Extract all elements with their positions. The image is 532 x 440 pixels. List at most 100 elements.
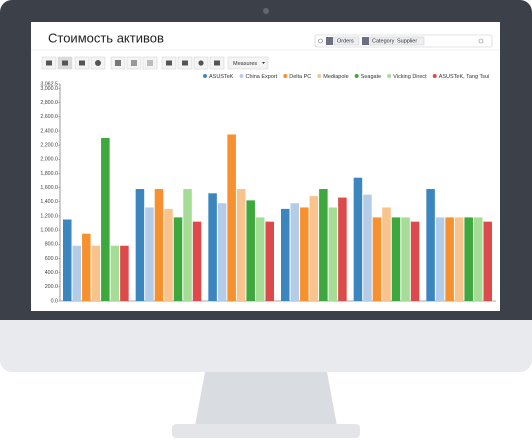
camera xyxy=(263,8,269,14)
bar xyxy=(145,207,154,301)
y-tick-label: 200.0 xyxy=(45,284,58,290)
bar xyxy=(255,217,265,301)
icon xyxy=(62,60,68,66)
bar xyxy=(265,221,274,301)
bar xyxy=(454,217,464,301)
search-icon xyxy=(318,38,323,44)
bar xyxy=(246,200,255,301)
monitor-base xyxy=(172,424,360,438)
y-tick-label: 2,600.0 xyxy=(40,114,58,120)
y-tick-label: 1,600.0 xyxy=(40,185,58,191)
monitor-stand xyxy=(195,372,337,426)
y-tick-label: 3,062.5 xyxy=(40,81,58,87)
bar xyxy=(63,219,72,301)
bar xyxy=(164,208,173,301)
bar xyxy=(120,245,129,301)
bar xyxy=(363,194,372,301)
y-tick-label: 1,000.0 xyxy=(40,228,58,234)
btn-measures[interactable] xyxy=(227,56,269,70)
bar xyxy=(319,189,328,301)
icon xyxy=(46,60,52,66)
icon xyxy=(131,60,137,66)
bar xyxy=(445,217,454,301)
facet-groupby[interactable] xyxy=(369,36,425,46)
icon xyxy=(182,60,188,66)
icon xyxy=(79,60,85,66)
legend-label: ASUSTeK xyxy=(209,74,234,80)
bar xyxy=(101,138,110,301)
bar xyxy=(227,134,236,301)
bar xyxy=(236,189,246,301)
y-tick-label: 1,400.0 xyxy=(40,199,58,205)
bar xyxy=(208,193,217,301)
y-tick-label: 800.0 xyxy=(45,242,58,248)
bar xyxy=(382,207,391,301)
bar xyxy=(281,208,290,301)
facet-text: Orders xyxy=(337,39,354,45)
legend-label: Vicking Direct xyxy=(393,74,427,80)
toolbar-icons xyxy=(46,60,220,66)
legend-marker xyxy=(432,74,437,78)
facet-text: Supplier xyxy=(397,39,417,45)
page-title: Стоимость активов xyxy=(48,30,164,45)
y-tick-label: 2,000.0 xyxy=(40,157,58,163)
clear-icon[interactable] xyxy=(478,38,484,44)
bar xyxy=(401,217,410,301)
y-tick-label: 1,800.0 xyxy=(40,171,58,177)
bar xyxy=(353,177,363,301)
legend-marker xyxy=(387,74,392,78)
facet-text: Category xyxy=(372,39,395,45)
bar xyxy=(338,197,347,301)
icon xyxy=(214,60,220,66)
legend-marker xyxy=(239,74,244,78)
caret xyxy=(262,62,265,64)
bar xyxy=(300,207,309,301)
bar xyxy=(410,221,420,301)
y-tick-label: 2,200.0 xyxy=(40,143,58,149)
legend-label: Seagate xyxy=(361,74,382,80)
bar xyxy=(154,189,164,301)
bar xyxy=(72,245,82,301)
bar xyxy=(110,245,120,301)
y-tick-label: 1,200.0 xyxy=(40,213,58,219)
icon xyxy=(147,60,153,66)
bar xyxy=(426,189,435,301)
legend-marker xyxy=(203,74,207,78)
bar xyxy=(173,217,183,301)
legend-label: China Export xyxy=(245,74,277,80)
icon xyxy=(115,60,121,66)
y-tick-label: 600.0 xyxy=(45,256,58,262)
chart: 0.0 200.0 400.0 600.0 800.0 1,000.0 1,200.0 1,4… xyxy=(40,74,496,304)
bar xyxy=(183,189,192,301)
bar xyxy=(135,189,145,301)
icon xyxy=(198,60,204,66)
bar xyxy=(435,217,445,301)
bar xyxy=(290,203,300,301)
toolbar xyxy=(41,56,269,70)
filter-icon xyxy=(326,37,333,45)
legend-label: ASUSTeK, Tang Tsui xyxy=(439,74,490,80)
y-tick-label: 2,400.0 xyxy=(40,128,58,134)
legend-marker xyxy=(317,74,322,78)
bar xyxy=(391,217,401,301)
y-tick-label: 2,800.0 xyxy=(40,100,58,106)
bar xyxy=(192,221,202,301)
bar xyxy=(328,207,338,301)
measures-label: Measures xyxy=(233,61,257,67)
legend-marker xyxy=(283,74,288,78)
bar xyxy=(309,196,319,301)
y-tick-label: 0.0 xyxy=(51,298,58,304)
bar xyxy=(464,217,473,301)
bar xyxy=(82,233,91,301)
bar xyxy=(91,245,101,301)
legend-marker xyxy=(354,74,359,78)
icon xyxy=(166,60,172,66)
bar xyxy=(217,203,227,301)
legend-label: Delta PC xyxy=(289,74,311,80)
group-icon xyxy=(362,37,369,45)
bar xyxy=(473,217,483,301)
facet-orders[interactable] xyxy=(333,36,360,46)
bar xyxy=(372,217,382,301)
